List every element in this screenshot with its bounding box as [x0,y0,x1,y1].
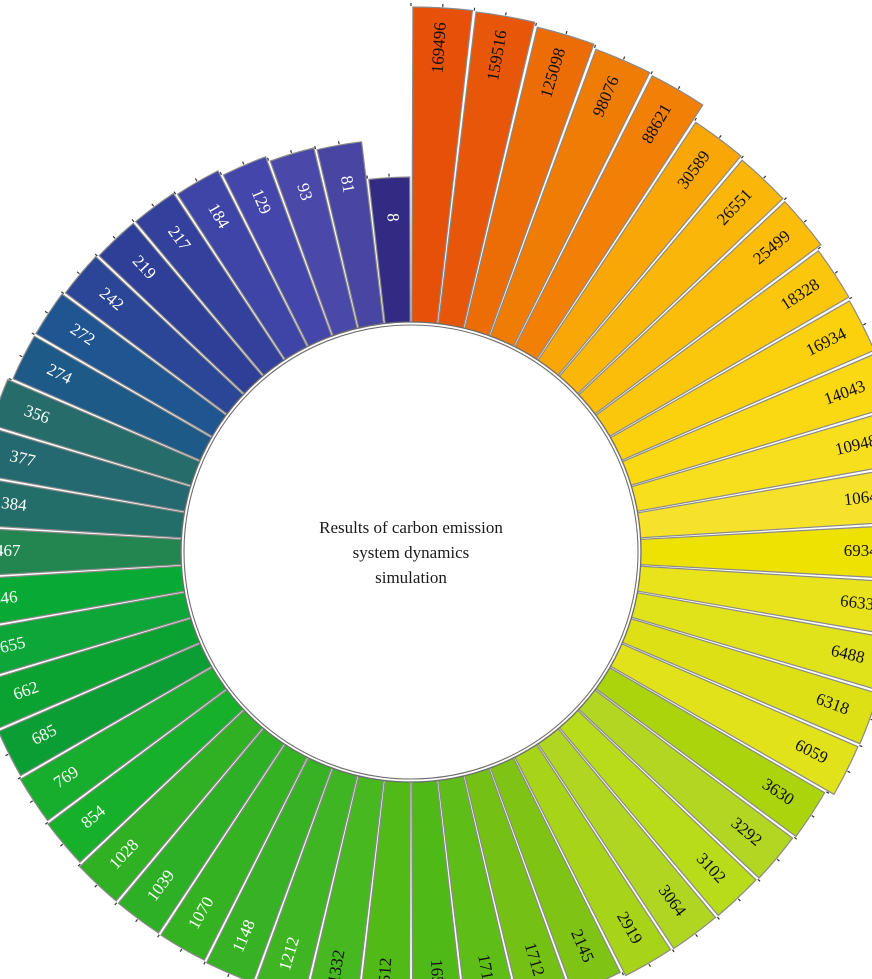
tick-mark [718,134,722,139]
tick-mark [794,836,798,840]
tick-mark [695,934,698,938]
tick-mark [94,253,98,257]
tick-mark [77,863,81,867]
tick-mark [45,821,49,825]
value-label-1512: 1512 [374,957,395,979]
tick-mark [31,332,35,336]
value-label-169496: 169496 [428,22,450,74]
value-label-467: 467 [0,541,21,560]
tick-mark [194,178,198,182]
tick-mark [8,377,12,381]
value-label-1332: 1332 [324,948,349,979]
tick-mark [94,884,98,888]
value-label-384: 384 [0,493,28,515]
value-label-10647: 10647 [843,485,872,509]
tick-mark [776,858,780,862]
bars-group [0,6,872,979]
chart-title-line-1: Results of carbon emission [319,518,503,537]
tick-mark [112,235,116,239]
tick-mark [29,800,33,803]
value-label-1711: 1711 [474,953,499,979]
tick-mark [757,878,761,882]
tick-marks-group [5,3,872,978]
tick-mark [19,354,23,358]
tick-mark [5,753,9,757]
tick-mark [803,219,807,223]
value-label-6633: 6633 [839,591,872,614]
tick-mark [870,718,872,721]
tick-mark [863,322,867,326]
value-label-8: 8 [383,213,402,223]
tick-mark [157,934,160,938]
value-label-93: 93 [293,181,316,203]
tick-mark [622,56,626,60]
tick-mark [60,843,64,847]
tick-mark [826,791,830,794]
tick-mark [859,744,863,748]
tick-mark [266,157,270,161]
tick-mark [677,85,681,90]
tick-mark [763,175,767,179]
tick-mark [219,171,223,176]
value-label-646: 646 [0,587,19,609]
tick-mark [337,141,340,145]
tick-mark [203,961,206,965]
chart-title-line-2: system dynamics [353,543,470,562]
tick-mark [227,973,230,978]
tick-mark [151,203,155,207]
value-label-1650: 1650 [427,959,448,979]
tick-mark [817,246,821,250]
tick-mark [740,155,744,159]
tick-mark [135,919,138,923]
value-label-81: 81 [337,174,359,194]
tick-mark [179,948,183,953]
tick-mark [76,271,80,275]
tick-mark [535,22,537,26]
tick-mark [593,44,597,49]
tick-mark [17,776,21,780]
tick-mark [650,71,653,75]
chart-title-line-3: simulation [375,568,447,587]
tick-mark [131,219,135,223]
tick-mark [694,117,697,121]
tick-mark [314,145,317,150]
tick-mark [173,191,177,195]
tick-mark [60,291,65,294]
tick-mark [505,12,507,16]
tick-mark [671,949,675,953]
tick-mark [737,898,741,902]
tick-mark [783,197,787,201]
value-label-6934: 6934 [844,541,872,560]
tick-mark [811,815,815,818]
tick-mark [114,902,118,906]
tick-mark [290,149,293,154]
tick-mark [621,972,625,976]
tick-mark [849,296,853,300]
tick-mark [716,916,720,920]
tick-mark [565,30,568,35]
tick-mark [834,270,838,274]
tick-mark [44,310,48,314]
tick-mark [847,770,851,774]
inner-ring-inner-edge [183,324,639,780]
tick-mark [648,963,651,968]
tick-mark [242,161,245,165]
